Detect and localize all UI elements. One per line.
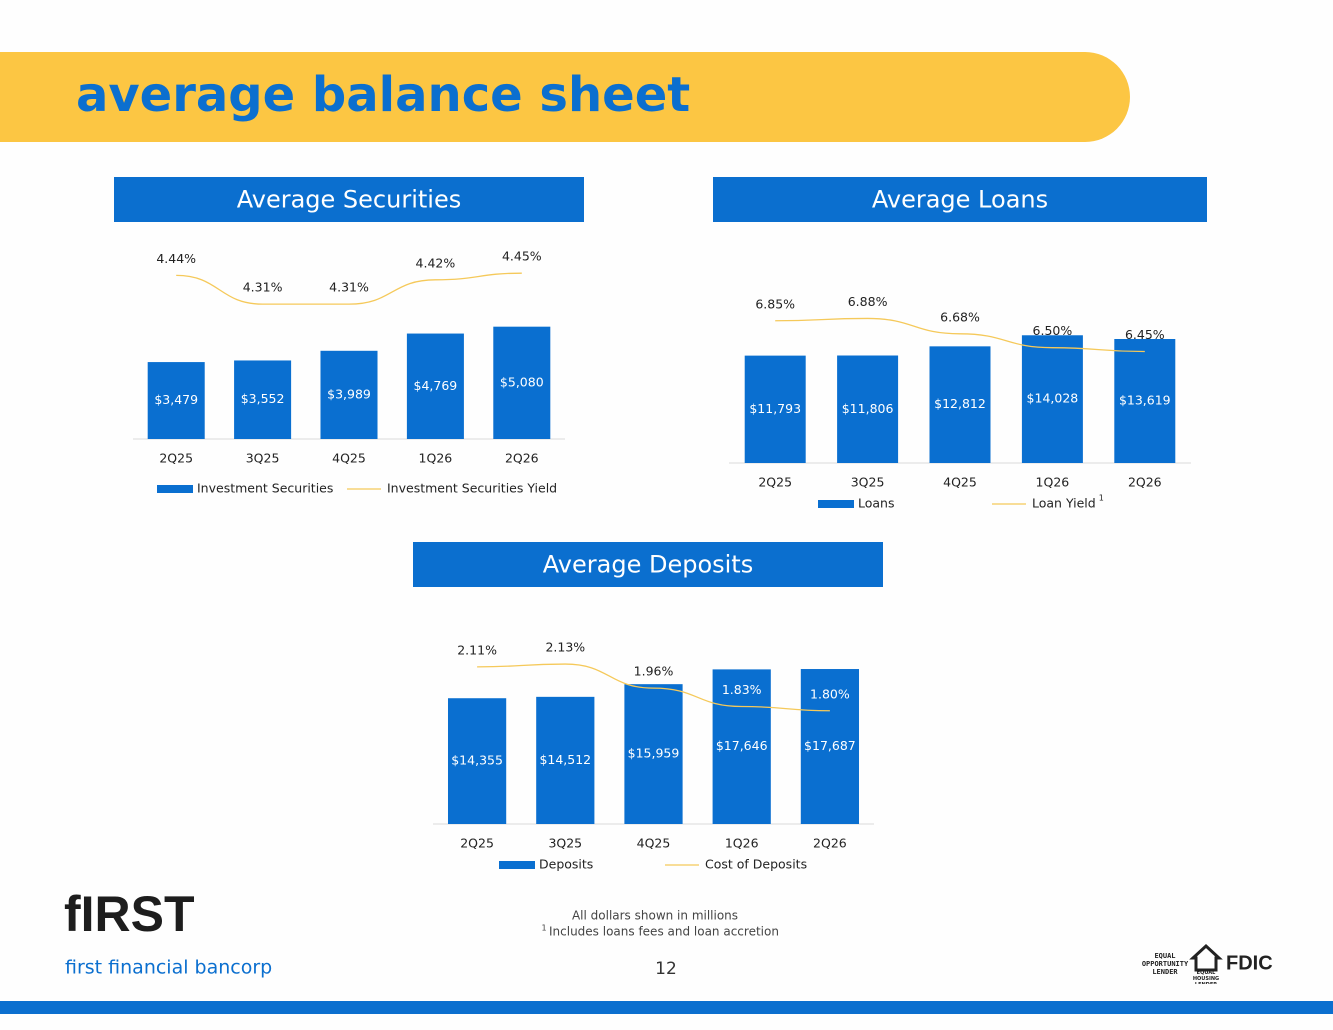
line-value-label: 4.42%	[416, 255, 456, 270]
legend-label: Investment Securities	[197, 481, 333, 496]
x-tick-label: 4Q25	[332, 451, 366, 466]
bar-value-label: $17,646	[716, 738, 768, 753]
x-tick-label: 3Q25	[548, 836, 582, 851]
footnote-marker: 1	[541, 924, 546, 933]
line-value-label: 4.44%	[156, 251, 196, 266]
bar-value-label: $11,793	[749, 401, 801, 416]
line-value-label: 2.13%	[545, 640, 585, 655]
bar	[837, 355, 899, 463]
legend-label: Cost of Deposits	[705, 857, 807, 872]
line-value-label: 6.88%	[848, 294, 888, 309]
bar-value-label: $3,989	[327, 386, 371, 401]
page-number: 12	[655, 959, 677, 979]
line-value-label: 1.80%	[810, 686, 850, 701]
footnote: Includes loans fees and loan accretion	[549, 925, 779, 939]
x-tick-label: 2Q26	[1128, 475, 1162, 490]
yield-line	[775, 317, 1145, 353]
panel-title: Average Deposits	[543, 551, 753, 579]
x-tick-label: 2Q25	[460, 836, 494, 851]
line-value-label: 1.83%	[722, 682, 762, 697]
line-value-label: 2.11%	[457, 642, 497, 657]
bar	[1021, 335, 1083, 463]
panel-title: Average Securities	[237, 186, 461, 214]
x-tick-label: 1Q26	[419, 451, 453, 466]
line-value-label: 1.96%	[634, 664, 674, 679]
legend-swatch	[818, 500, 854, 508]
bar-value-label: $3,479	[154, 392, 198, 407]
bar	[493, 326, 551, 439]
bar	[447, 698, 507, 824]
x-tick-label: 3Q25	[851, 475, 885, 490]
footer-note: All dollars shown in millions	[572, 909, 738, 923]
legend-swatch	[157, 485, 193, 493]
bar-value-label: $4,769	[414, 378, 458, 393]
bar	[624, 684, 683, 824]
bar	[320, 350, 378, 439]
x-tick-label: 4Q25	[943, 475, 977, 490]
badge-eol: EQUAL OPPORTUNITY LENDER	[1141, 952, 1189, 976]
panel-title-box	[413, 542, 883, 587]
yield-line	[477, 663, 830, 712]
bar-value-label: $11,806	[842, 401, 894, 416]
bar	[406, 333, 464, 439]
x-tick-label: 1Q26	[1036, 475, 1070, 490]
x-tick-label: 4Q25	[637, 836, 671, 851]
bar	[1114, 338, 1176, 463]
bar	[744, 355, 806, 463]
x-tick-label: 2Q25	[159, 451, 193, 466]
slide-title: average balance sheet	[76, 67, 690, 123]
bar	[929, 346, 991, 463]
header-band	[0, 52, 1130, 142]
panel-title-box	[114, 177, 584, 222]
bar-value-label: $5,080	[500, 374, 544, 389]
bar	[800, 669, 860, 824]
company-name: first financial bancorp	[65, 957, 272, 979]
bar-value-label: $15,959	[628, 746, 680, 761]
line-value-label: 6.68%	[940, 309, 980, 324]
legend-note: 1	[1099, 494, 1104, 503]
bar-value-label: $14,028	[1027, 391, 1079, 406]
x-tick-label: 2Q26	[813, 836, 847, 851]
x-tick-label: 2Q25	[758, 475, 792, 490]
yield-line	[176, 272, 522, 305]
x-tick-label: 2Q26	[505, 451, 539, 466]
panel-title-box	[713, 177, 1207, 222]
bar	[536, 696, 595, 824]
bar-value-label: $13,619	[1119, 392, 1171, 407]
house-icon	[1189, 943, 1223, 972]
badge-text: EQUAL HOUSING LENDER	[1192, 970, 1220, 984]
bar-value-label: $12,812	[934, 396, 986, 411]
legend-label: Investment Securities Yield	[387, 481, 557, 496]
charts: Average Securities $3,479 $3,552 $3,989 $4,7…	[114, 177, 1207, 872]
legend-swatch	[499, 861, 535, 869]
line-value-label: 6.85%	[755, 296, 795, 311]
bar	[234, 360, 292, 439]
logo: fIRST	[64, 886, 195, 942]
bar	[712, 669, 771, 824]
legend-label: Loan Yield	[1032, 496, 1096, 511]
badge-text: EQUAL OPPORTUNITY LENDER	[1141, 952, 1189, 976]
x-tick-label: 1Q26	[725, 836, 759, 851]
line-value-label: 6.50%	[1033, 323, 1073, 338]
legend-label: Loans	[858, 496, 895, 511]
panel-title: Average Loans	[872, 186, 1048, 214]
bar-value-label: $17,687	[804, 738, 856, 753]
bar-value-label: $14,512	[539, 752, 591, 767]
line-value-label: 4.31%	[329, 280, 369, 295]
badge-ehl: EQUAL HOUSING LENDER	[1192, 970, 1220, 984]
legend-label: Deposits	[539, 857, 593, 872]
bar	[147, 362, 205, 439]
x-tick-label: 3Q25	[246, 451, 280, 466]
fdic-logo: FDIC	[1226, 952, 1273, 974]
bar-value-label: $14,355	[451, 753, 503, 768]
line-value-label: 4.31%	[243, 280, 283, 295]
line-value-label: 6.45%	[1125, 327, 1165, 342]
bar-value-label: $3,552	[241, 391, 285, 406]
line-value-label: 4.45%	[502, 249, 542, 264]
footer-band	[0, 1001, 1333, 1014]
